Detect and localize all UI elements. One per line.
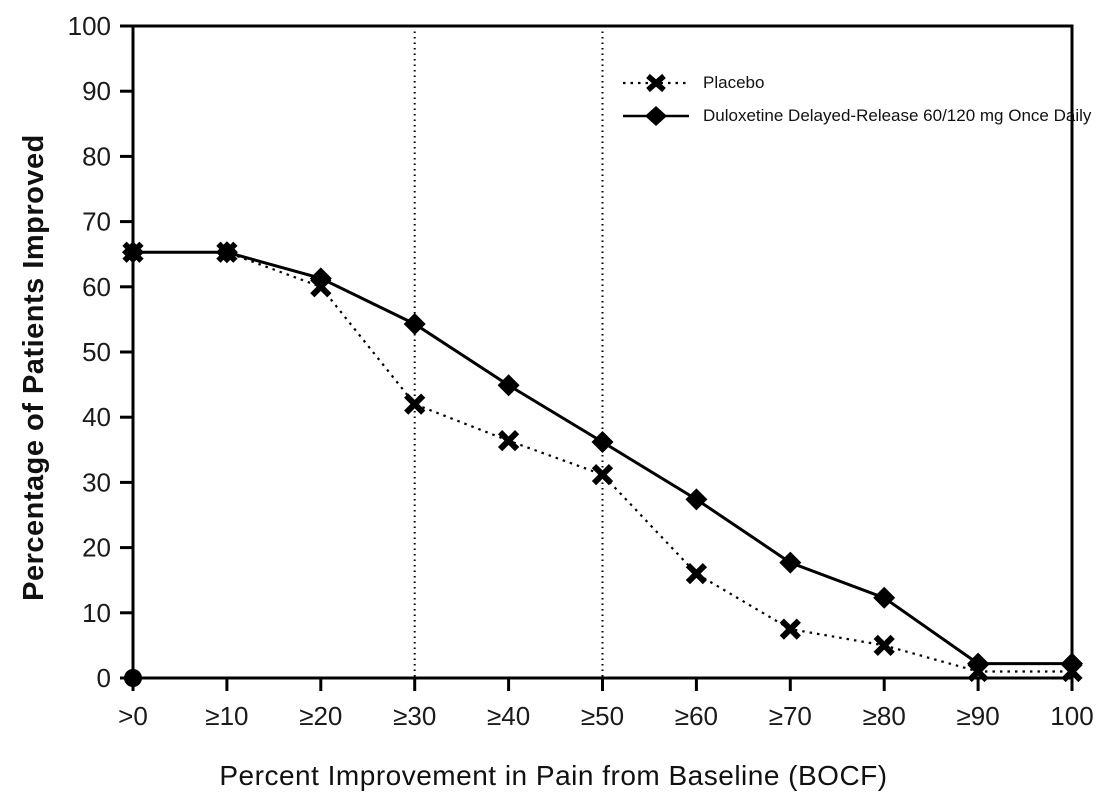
diamond-marker [1061, 652, 1083, 675]
series-line-1 [133, 250, 1072, 666]
x-tick-label: ≥60 [675, 701, 718, 731]
x-tick-label: ≥90 [956, 701, 999, 731]
placebo-sample [623, 73, 689, 93]
diamond-marker [685, 488, 708, 511]
x-tick-label: ≥40 [487, 701, 530, 731]
legend-label-duloxetine: Duloxetine Delayed-Release 60/120 mg Onc… [703, 106, 1092, 125]
diamond-marker [779, 551, 802, 574]
origin-marker [124, 669, 142, 687]
diamond-marker-icon [645, 106, 667, 126]
x-marker [497, 430, 520, 452]
legend-item-placebo: Placebo [621, 70, 1091, 96]
legend-item-duloxetine: Duloxetine Delayed-Release 60/120 mg Onc… [621, 103, 1091, 129]
x-marker [591, 463, 614, 486]
diamond-marker [873, 586, 896, 609]
x-marker [779, 618, 801, 640]
y-tick-label: 90 [82, 76, 111, 106]
x-tick-label: ≥20 [299, 701, 342, 731]
diamond-marker [403, 312, 426, 335]
y-tick-label: 50 [82, 337, 111, 367]
x-marker [873, 634, 895, 657]
diamond-marker [967, 652, 990, 675]
y-tick-label: 60 [82, 272, 111, 302]
x-marker [404, 393, 426, 415]
diamond-marker [215, 241, 238, 264]
legend-label-placebo: Placebo [703, 73, 765, 92]
x-axis-title: Percent Improvement in Pain from Baselin… [219, 760, 888, 791]
y-tick-label: 10 [82, 598, 111, 628]
x-marker-icon [646, 73, 666, 93]
x-tick-label: ≥70 [769, 701, 812, 731]
y-tick-label: 100 [68, 11, 111, 41]
diamond-marker [122, 241, 144, 264]
x-tick-label: 100 [1050, 701, 1093, 731]
diamond-marker [497, 374, 520, 397]
x-tick-label: >0 [118, 701, 148, 731]
y-tick-label: 20 [82, 533, 111, 563]
y-tick-label: 0 [97, 663, 111, 693]
y-tick-label: 40 [82, 402, 111, 432]
diamond-marker [309, 267, 332, 290]
x-tick-label: ≥30 [393, 701, 436, 731]
y-tick-label: 30 [82, 467, 111, 497]
x-tick-label: ≥10 [205, 701, 248, 731]
legend: Placebo Duloxetine Delayed-Release 60/12… [621, 70, 1091, 136]
y-tick-label: 70 [82, 207, 111, 237]
y-tick-label: 80 [82, 141, 111, 171]
diamond-marker [591, 430, 614, 453]
x-tick-label: ≥50 [581, 701, 624, 731]
x-tick-label: ≥80 [863, 701, 906, 731]
x-marker [685, 563, 708, 585]
duloxetine-sample [623, 106, 689, 126]
